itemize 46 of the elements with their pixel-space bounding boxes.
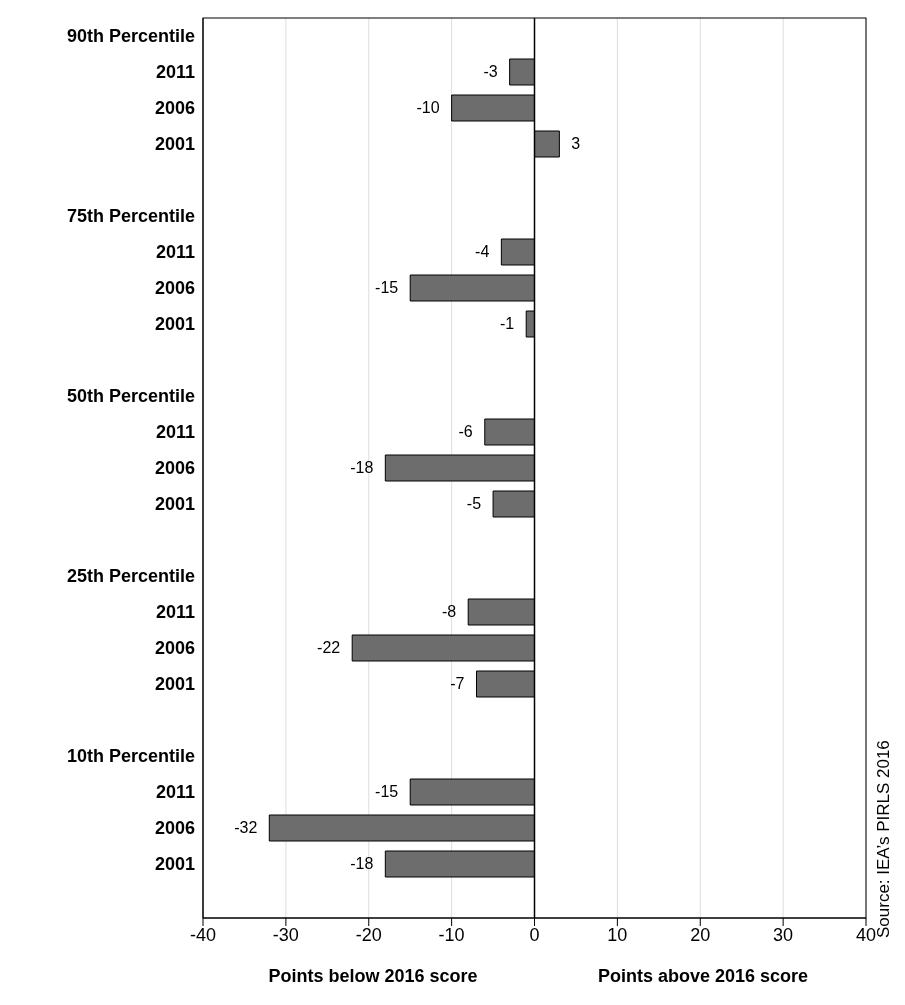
data-label: -18	[350, 459, 374, 476]
x-tick-label: 40	[855, 924, 877, 945]
data-label: -7	[450, 675, 465, 692]
x-tick-label: -10	[438, 924, 465, 945]
x-tick-label: 30	[773, 924, 794, 945]
data-label: -15	[375, 783, 399, 800]
data-label: -5	[466, 495, 482, 512]
y-tick-label: 50th Percentile	[66, 386, 195, 407]
y-tick-label: 25th Percentile	[66, 566, 195, 587]
x-tick-label: 20	[690, 924, 711, 945]
data-label: -15	[375, 279, 399, 296]
data-label: 3	[571, 135, 581, 152]
y-tick-label: 2011	[155, 422, 195, 443]
x-tick-label: -40	[189, 924, 217, 945]
y-tick-label: 2001	[154, 674, 195, 695]
data-label: -6	[458, 423, 473, 440]
x-tick-label: 10	[607, 924, 628, 945]
data-label: -10	[416, 99, 440, 116]
y-tick-label: 2011	[155, 62, 195, 83]
data-label: -4	[475, 243, 490, 260]
y-tick-label: 2011	[155, 602, 195, 623]
data-label: -1	[499, 315, 515, 332]
x-tick-label: -20	[355, 924, 382, 945]
data-label: -3	[483, 63, 498, 80]
x-tick-label: -30	[272, 924, 299, 945]
data-label: -8	[441, 603, 457, 620]
y-tick-label: 90th Percentile	[66, 26, 195, 47]
y-tick-label: 2006	[154, 818, 195, 839]
y-tick-label: 2001	[154, 134, 195, 155]
y-tick-label: 2006	[154, 458, 195, 479]
text: Points below 2016 score	[267, 966, 479, 987]
y-tick-label: 2006	[154, 278, 195, 299]
y-tick-label: 2006	[154, 638, 195, 659]
data-label: -18	[350, 855, 374, 872]
y-tick-label: 10th Percentile	[66, 746, 195, 767]
y-tick-label: 75th Percentile	[66, 206, 195, 227]
data-label: -32	[234, 819, 258, 836]
data-label: -22	[317, 639, 341, 656]
x-tick-label: 0	[529, 924, 540, 945]
y-tick-label: 2011	[155, 782, 195, 803]
y-tick-label: 2001	[154, 314, 195, 335]
text: Points above 2016 score	[596, 966, 810, 987]
y-tick-label: 2011	[155, 242, 195, 263]
y-tick-label: 2001	[154, 494, 195, 515]
y-tick-label: 2006	[154, 98, 195, 119]
y-tick-label: 2001	[154, 854, 195, 875]
